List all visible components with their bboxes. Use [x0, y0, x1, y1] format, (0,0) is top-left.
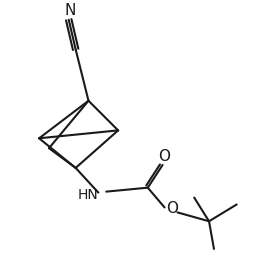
Text: HN: HN — [78, 188, 99, 201]
Text: O: O — [159, 148, 171, 164]
Text: N: N — [64, 3, 75, 18]
Text: O: O — [166, 201, 179, 216]
